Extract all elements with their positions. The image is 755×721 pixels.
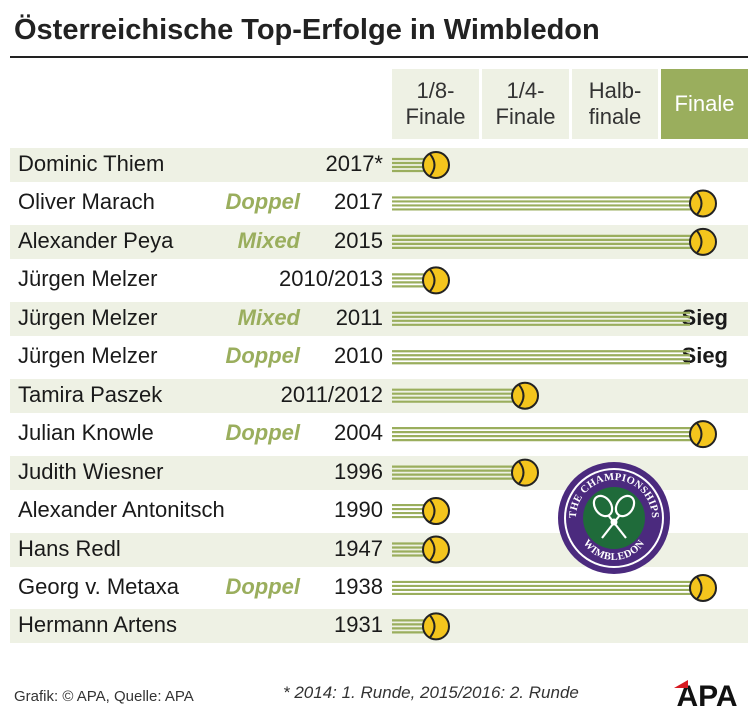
column-head-1-4-finale: 1/4- Finale — [482, 69, 569, 139]
table-row: Oliver Marach Doppel 2017 — [10, 186, 748, 220]
player-name: Alexander Peya — [18, 227, 174, 253]
competition-type: Mixed — [237, 304, 300, 330]
competition-type: Doppel — [225, 343, 300, 369]
year-label: 2017 — [334, 189, 383, 215]
year-label: 2011/2012 — [280, 381, 383, 407]
player-name: Hermann Artens — [18, 612, 177, 638]
player-name: Jürgen Melzer — [18, 343, 158, 369]
player-name: Georg v. Metaxa — [18, 573, 179, 599]
table-row: Hermann Artens 1931 — [10, 609, 748, 644]
year-label: 2017* — [325, 151, 383, 176]
title-rule — [10, 56, 748, 58]
player-name: Alexander Antonitsch — [18, 497, 225, 523]
table-row: Tamira Paszek 2011/2012 — [10, 378, 748, 413]
year-label: 1938 — [334, 573, 383, 599]
apa-logo: APA — [674, 680, 738, 710]
table-row: Julian Knowle Doppel 2004 — [10, 417, 748, 451]
table-row: Jürgen Melzer Mixed 2011 Sieg — [10, 301, 748, 336]
table-row: Jürgen Melzer Doppel 2010 Sieg — [10, 340, 748, 374]
player-name: Tamira Paszek — [18, 381, 163, 407]
competition-type: Doppel — [225, 189, 300, 215]
year-label: 2010/2013 — [279, 266, 383, 292]
year-label: 1947 — [334, 535, 383, 561]
chart-title: Österreichische Top-Erfolge in Wimbledon — [14, 14, 600, 46]
result-label: Sieg — [681, 343, 728, 369]
year-label: 1931 — [334, 612, 383, 638]
wimbledon-logo: THE CHAMPIONSHIPS WIMBLEDON — [558, 462, 670, 574]
result-label: Sieg — [681, 304, 728, 330]
competition-type: Doppel — [225, 573, 300, 599]
table-row: Georg v. Metaxa Doppel 1938 — [10, 571, 748, 605]
competition-type: Doppel — [225, 420, 300, 446]
year-label: 2015 — [334, 227, 383, 253]
player-name: Dominic Thiem — [18, 151, 165, 176]
table-row: Jürgen Melzer 2010/2013 — [10, 263, 748, 297]
year-label: 2010 — [334, 343, 383, 369]
year-label: 2011 — [335, 304, 383, 330]
player-name: Judith Wiesner — [18, 458, 164, 484]
table-row: Alexander Peya Mixed 2015 — [10, 224, 748, 259]
player-name: Jürgen Melzer — [18, 266, 158, 292]
table-row: Alexander Antonitsch 1990 — [10, 494, 748, 528]
year-label: 2004 — [334, 420, 383, 446]
year-label: 1996 — [334, 458, 383, 484]
column-head-finale: Finale — [661, 69, 748, 139]
footer-credit: Grafik: © APA, Quelle: APA — [14, 688, 194, 705]
player-name: Julian Knowle — [18, 420, 154, 446]
competition-type: Mixed — [237, 227, 300, 253]
column-head-1-8-finale: 1/8- Finale — [392, 69, 479, 139]
year-label: 1990 — [334, 497, 383, 523]
player-name: Jürgen Melzer — [18, 304, 158, 330]
column-head-halbfinale: Halb- finale — [572, 69, 658, 139]
footnote: * 2014: 1. Runde, 2015/2016: 2. Runde — [283, 683, 579, 702]
player-name: Oliver Marach — [18, 189, 155, 215]
table-row: Dominic Thiem 2017* — [10, 148, 748, 182]
player-name: Hans Redl — [18, 535, 121, 561]
